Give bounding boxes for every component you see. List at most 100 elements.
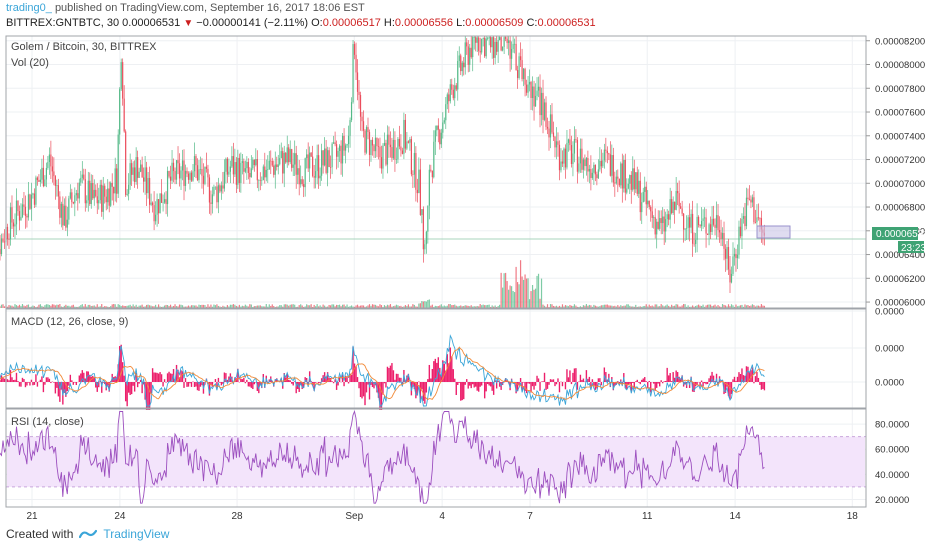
x-tick-label: 4	[439, 511, 445, 522]
candle-body	[621, 163, 623, 189]
volume-bar	[51, 304, 53, 308]
macd-hist-bar	[81, 370, 83, 382]
macd-hist-bar	[596, 382, 598, 389]
author-link[interactable]: trading0_	[6, 2, 52, 14]
candle-body	[606, 150, 608, 154]
volume-bar	[180, 304, 182, 308]
volume-bar	[744, 304, 746, 308]
time-axis[interactable]: 21 24 28 Sep 4 7 11 14 18	[26, 511, 858, 522]
volume-bar	[750, 305, 752, 308]
volume-bar	[0, 304, 3, 308]
macd-hist-bar	[632, 382, 634, 383]
volume-bar	[318, 306, 320, 308]
macd-hist-bar	[286, 373, 288, 382]
volume-bar	[235, 305, 237, 308]
macd-hist-bar	[385, 382, 387, 388]
volume-bar	[745, 305, 748, 308]
macd-hist-bar	[554, 382, 556, 387]
macd-hist-bar	[428, 364, 431, 382]
volume-bar	[654, 304, 656, 308]
macd-hist-bar	[14, 379, 16, 382]
candle-body	[140, 164, 142, 172]
candle-body	[410, 139, 412, 175]
candle-body	[246, 161, 248, 169]
volume-bar	[748, 306, 751, 308]
volume-bar	[629, 305, 631, 308]
volume-bar	[321, 306, 323, 308]
macd-hist-bar	[78, 375, 81, 382]
candle-body	[165, 199, 167, 205]
candle-body	[249, 172, 251, 178]
candle-body	[232, 156, 234, 175]
candle-body	[660, 218, 662, 224]
candle-body	[413, 153, 415, 175]
macd-hist-bar	[349, 373, 351, 382]
candle-body	[92, 183, 94, 199]
candle-body	[131, 163, 133, 175]
volume-bar	[86, 306, 88, 308]
volume-bar	[141, 304, 143, 308]
range-selection-box[interactable]	[756, 225, 791, 239]
macd-hist-bar	[117, 364, 119, 382]
volume-bar	[153, 306, 155, 308]
volume-bar	[208, 306, 211, 308]
volume-bar	[521, 276, 523, 308]
macd-hist-bar	[65, 382, 67, 397]
volume-bar	[451, 305, 453, 308]
volume-bar	[512, 290, 514, 308]
macd-hist-bar	[748, 372, 751, 382]
candle-body	[288, 147, 290, 163]
volume-bar	[546, 304, 549, 308]
volume-bar	[196, 306, 199, 308]
volume-bar	[122, 305, 124, 308]
macd-hist-bar	[629, 382, 631, 384]
macd-hist-bar	[9, 370, 12, 382]
volume-bar	[446, 305, 448, 308]
volume-bar	[352, 306, 354, 308]
candle-body	[674, 201, 676, 210]
candle-body	[379, 146, 381, 158]
candle-body	[642, 191, 644, 203]
macd-hist-bar	[760, 382, 763, 390]
volume-bar	[472, 306, 474, 308]
volume-bar	[157, 304, 160, 308]
macd-hist-bar	[434, 358, 437, 382]
volume-bar	[712, 305, 715, 308]
volume-bar	[237, 306, 239, 308]
macd-hist-bar	[126, 382, 128, 407]
candle-body	[690, 213, 692, 228]
macd-hist-bar	[141, 382, 143, 394]
volume-bar	[60, 306, 62, 308]
macd-hist-bar	[198, 382, 200, 391]
volume-bar	[349, 306, 351, 308]
x-tick-label: 7	[527, 511, 533, 522]
volume-bar	[380, 305, 383, 308]
macd-hist-bar	[706, 382, 709, 385]
volume-bar	[614, 305, 616, 308]
candle-body	[401, 150, 404, 154]
volume-bar	[371, 304, 374, 308]
macd-hist-bar	[225, 373, 227, 382]
volume-bar	[660, 304, 662, 308]
macd-hist-bar	[129, 382, 131, 395]
volume-bar	[502, 287, 504, 308]
price-axis[interactable]: 0.00008200 0.00008000 0.00007800 0.00007600…	[866, 36, 925, 506]
tradingview-brand-link[interactable]: TradingView	[103, 527, 170, 541]
price-tick-label: 0.00006200	[875, 274, 925, 285]
candle-body	[569, 139, 571, 146]
volume-bar	[219, 306, 221, 308]
candle-body	[511, 48, 513, 59]
candle-body	[86, 200, 88, 204]
macd-hist-bar	[475, 382, 477, 387]
candle-body	[627, 183, 629, 189]
candle-body	[479, 50, 481, 53]
candle-body	[156, 199, 158, 215]
macd-hist-bar	[138, 382, 140, 384]
macd-hist-bar	[289, 380, 291, 382]
macd-hist-bar	[711, 371, 713, 382]
candle-body	[68, 198, 70, 220]
volume-bar	[479, 304, 481, 308]
candle-body	[624, 159, 626, 193]
macd-hist-bar	[151, 368, 154, 382]
